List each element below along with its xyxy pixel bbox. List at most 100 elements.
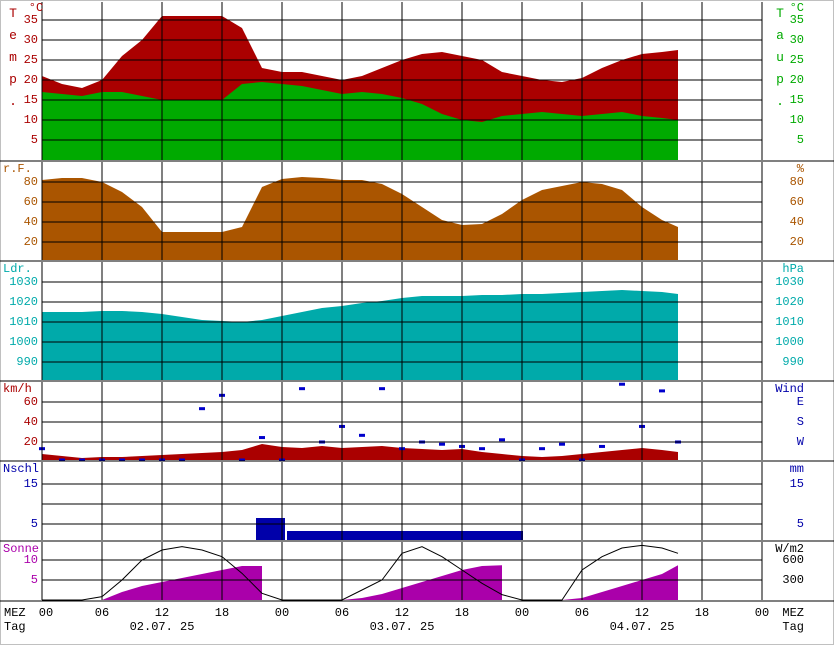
area: [42, 290, 678, 380]
point: [179, 458, 185, 462]
area: [42, 565, 678, 600]
panel-label-right: hPa: [782, 262, 804, 276]
y-tick-label: 10: [24, 113, 38, 127]
y2-tick-label: 15: [790, 93, 804, 107]
y-tick-label-right: 60: [790, 195, 804, 209]
point: [139, 458, 145, 462]
y2-tick-label: 10: [790, 113, 804, 127]
x-tick-label: 00: [515, 606, 529, 620]
y2-tick-label: 35: [790, 13, 804, 27]
y-tick-label: 15: [24, 93, 38, 107]
x-tick-label: 18: [695, 606, 709, 620]
area: [42, 177, 678, 260]
series-label: Taup.: [773, 6, 788, 116]
day-label: Tag: [4, 620, 26, 634]
y-tick-label: 80: [24, 175, 38, 189]
y-tick-label-right: 1020: [775, 295, 804, 309]
y-tick-label: 5: [31, 517, 38, 531]
point: [499, 438, 505, 442]
panel-label-right: Wind: [775, 382, 804, 396]
panel-label: Sonne: [3, 542, 39, 556]
day-label: Tag: [782, 620, 804, 634]
y2-tick-label: 5: [797, 133, 804, 147]
y-tick-label-right: 5: [797, 517, 804, 531]
x-tick-label: 00: [275, 606, 289, 620]
y-tick-label: 15: [24, 477, 38, 491]
x-tick-label: 12: [395, 606, 409, 620]
y-tick-label: 35: [24, 13, 38, 27]
point: [439, 442, 445, 446]
y-tick-label: 1020: [9, 295, 38, 309]
y-tick-label: 10: [24, 553, 38, 567]
point: [119, 458, 125, 462]
y-tick-label: 5: [31, 133, 38, 147]
y-tick-label: 40: [24, 415, 38, 429]
panel-label: km/h: [3, 382, 32, 396]
x-tick-label: 00: [39, 606, 53, 620]
point: [59, 458, 65, 462]
y-tick-label-right: 15: [790, 477, 804, 491]
y-tick-label: 60: [24, 195, 38, 209]
point: [479, 447, 485, 451]
bar: [256, 518, 285, 540]
y-tick-label: 5: [31, 573, 38, 587]
y-tick-label-right: 1000: [775, 335, 804, 349]
y-tick-label-right: 990: [782, 355, 804, 369]
point: [299, 387, 305, 391]
zone-label: MEZ: [4, 606, 26, 620]
y-tick-label-right: 20: [790, 235, 804, 249]
x-tick-label: 00: [755, 606, 769, 620]
y-tick-label: 20: [24, 235, 38, 249]
y-tick-label-right: 1030: [775, 275, 804, 289]
point: [659, 389, 665, 393]
date-label: 03.07. 25: [370, 620, 435, 634]
y2-tick-label: S: [797, 415, 804, 429]
y-tick-label: 25: [24, 53, 38, 67]
panel-label: Nschl: [3, 462, 39, 476]
y-tick-label-right: 1010: [775, 315, 804, 329]
panel-label: r.F.: [3, 162, 32, 176]
area: [42, 444, 678, 460]
y-tick-label: 990: [16, 355, 38, 369]
point: [379, 387, 385, 391]
y2-tick-label: 30: [790, 33, 804, 47]
zone-label: MEZ: [782, 606, 804, 620]
x-tick-label: 06: [95, 606, 109, 620]
y2-tick-label: E: [797, 395, 804, 409]
y-tick-label: 60: [24, 395, 38, 409]
y2-tick-label: 300: [782, 573, 804, 587]
series-label: Temp.: [6, 6, 21, 116]
x-tick-label: 06: [335, 606, 349, 620]
x-tick-label: 06: [575, 606, 589, 620]
y-tick-label: 20: [24, 435, 38, 449]
point: [599, 444, 605, 448]
point: [559, 442, 565, 446]
point: [199, 407, 205, 411]
x-tick-label: 12: [635, 606, 649, 620]
y2-tick-label: 20: [790, 73, 804, 87]
point: [619, 382, 625, 386]
y2-tick-label: 600: [782, 553, 804, 567]
panel-label-right: mm: [790, 462, 804, 476]
y-tick-label: 40: [24, 215, 38, 229]
point: [359, 433, 365, 437]
y-tick-label-right: 80: [790, 175, 804, 189]
x-tick-label: 18: [455, 606, 469, 620]
unit-label: °C: [790, 1, 804, 15]
y-tick-label: 30: [24, 33, 38, 47]
bar: [287, 531, 523, 540]
point: [259, 436, 265, 440]
y-tick-label: 1030: [9, 275, 38, 289]
date-label: 04.07. 25: [610, 620, 675, 634]
y-tick-label: 1000: [9, 335, 38, 349]
panel-label-right: %: [797, 162, 805, 176]
x-tick-label: 18: [215, 606, 229, 620]
y-tick-label: 20: [24, 73, 38, 87]
x-tick-label: 12: [155, 606, 169, 620]
panel-label-right: W/m2: [775, 542, 804, 556]
y-tick-label-right: 40: [790, 215, 804, 229]
unit-label: °C: [29, 1, 43, 15]
date-label: 02.07. 25: [130, 620, 195, 634]
y2-tick-label: W: [797, 435, 805, 449]
